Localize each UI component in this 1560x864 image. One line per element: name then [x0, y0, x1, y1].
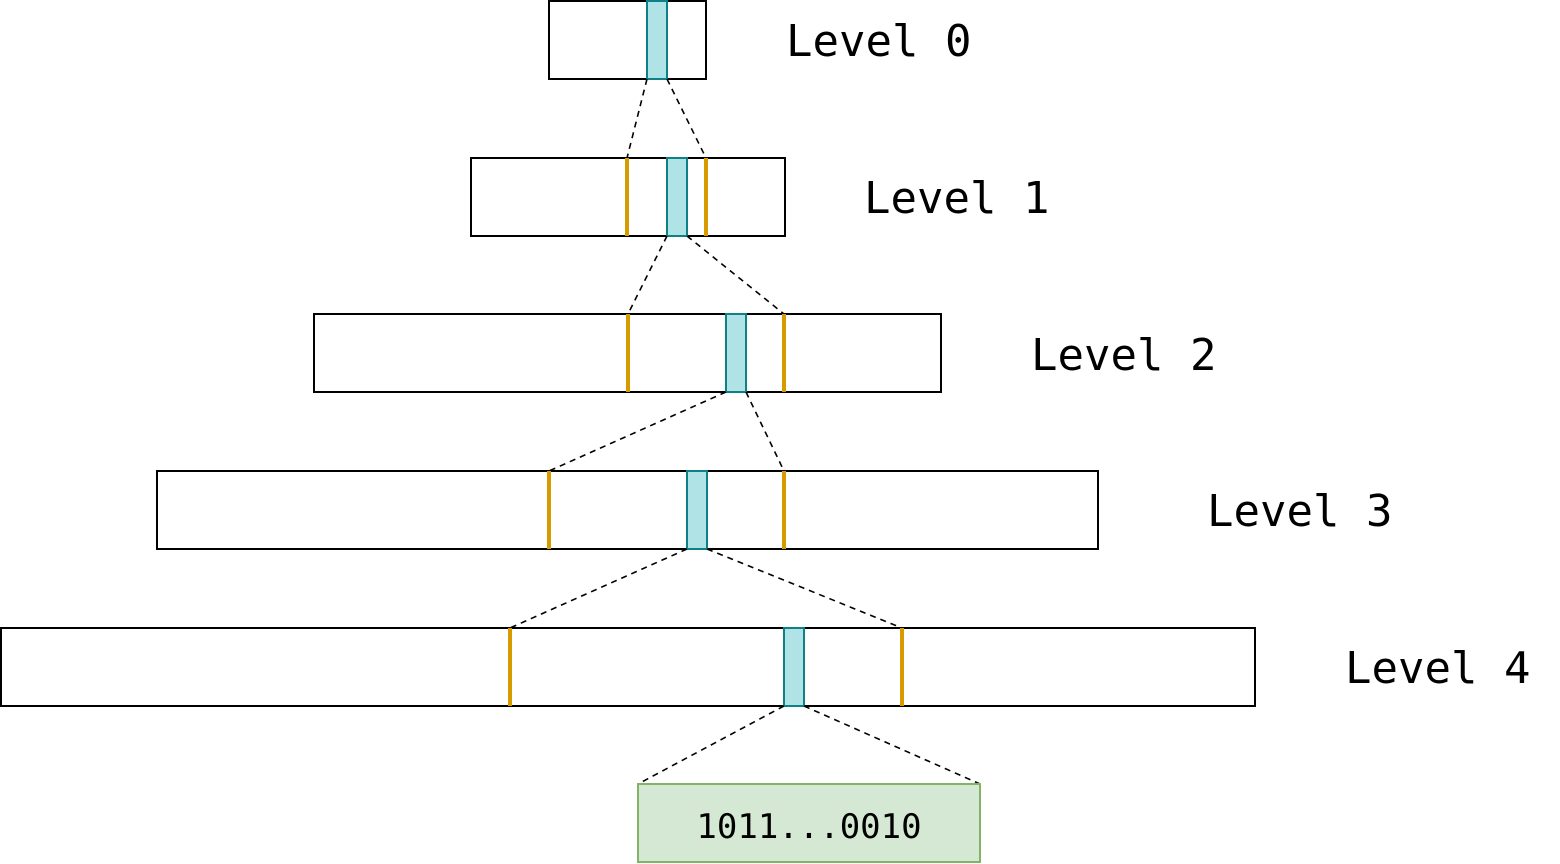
level-4: Level 4 — [0, 627, 1530, 707]
level-0: Level 0 — [548, 0, 971, 80]
level-0-selected-segment — [646, 0, 668, 80]
level-4-label: Level 4 — [1345, 643, 1530, 694]
level-3-selected-segment — [686, 470, 708, 550]
level-2-selected-segment — [725, 313, 747, 393]
zoom-line — [666, 78, 707, 159]
leaf-value: 1011...0010 — [637, 783, 981, 863]
level-2-label: Level 2 — [1031, 330, 1216, 381]
zoom-line — [803, 705, 981, 785]
level-1: Level 1 — [470, 157, 1049, 237]
level-2: Level 2 — [313, 313, 1216, 393]
level-0-box — [548, 0, 707, 80]
zoom-line — [548, 391, 727, 472]
zoom-line — [509, 548, 688, 629]
level-1-selected-segment — [666, 157, 688, 237]
zoom-line — [745, 391, 785, 472]
zoom-line — [686, 235, 785, 315]
zoom-line — [637, 705, 785, 785]
zoom-line — [627, 235, 668, 315]
level-1-label: Level 1 — [864, 173, 1049, 224]
level-3: Level 3 — [156, 470, 1392, 550]
leaf-box — [637, 783, 981, 863]
zoom-line — [706, 548, 903, 629]
level-3-label: Level 3 — [1207, 486, 1392, 537]
level-3-box — [156, 470, 1099, 550]
level-4-selected-segment — [783, 627, 805, 707]
level-4-box — [0, 627, 1256, 707]
level-0-label: Level 0 — [786, 16, 971, 67]
leaf-bits: 1011...0010 — [696, 807, 921, 847]
zoom-line — [626, 78, 648, 159]
